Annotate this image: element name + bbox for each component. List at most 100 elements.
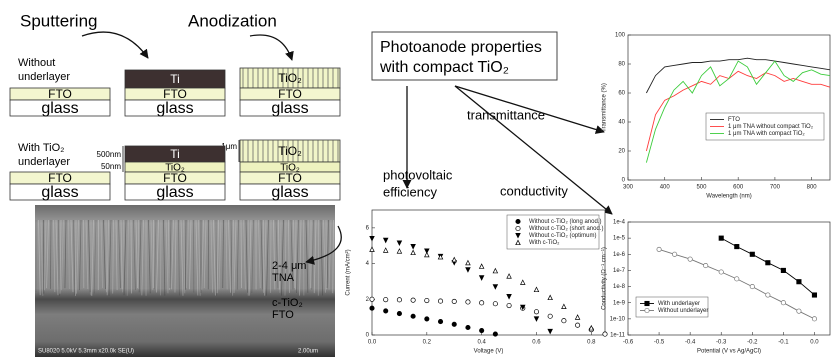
marker: [812, 293, 816, 297]
marker: [657, 247, 661, 251]
y-axis-label: Conductivity (Ω⁻¹ cm⁻¹): [602, 247, 608, 310]
y-tick-label: 1e-6: [613, 252, 626, 258]
marker: [562, 319, 566, 323]
layer-label: glass: [41, 100, 78, 117]
layer-label: glass: [271, 100, 308, 117]
y-tick-label: 4: [366, 261, 370, 267]
x-axis-label: Wavelength (nm): [706, 194, 751, 200]
x-tick-label: -0.2: [747, 340, 758, 346]
marker: [507, 303, 511, 307]
y-tick-label: 20: [618, 149, 625, 155]
layer-label: FTO: [163, 171, 187, 185]
sem-label: c-TiO₂: [272, 297, 303, 309]
marker: [425, 317, 429, 321]
layer-label: glass: [271, 184, 308, 201]
marker: [466, 325, 470, 329]
chart: 300400500600700800020406080100Wavelength…: [602, 33, 830, 200]
x-tick-label: 500: [696, 185, 707, 191]
marker: [735, 244, 739, 248]
layer-label: glass: [156, 100, 193, 117]
sem-texture: [106, 220, 107, 292]
y-tick-label: 1e-10: [610, 316, 626, 322]
x-tick-label: 0.0: [368, 340, 377, 346]
marker: [575, 323, 579, 327]
x-tick-label: 300: [623, 185, 634, 191]
x-tick-label: 0.0: [810, 340, 819, 346]
x-tick-label: 400: [660, 185, 671, 191]
y-tick-label: 60: [618, 91, 625, 97]
legend-label: Without underlayer: [658, 308, 708, 314]
x-tick-label: 700: [770, 185, 781, 191]
marker: [719, 236, 723, 240]
marker: [703, 263, 707, 267]
y-tick-label: 80: [618, 62, 625, 68]
marker: [370, 297, 374, 301]
marker: [797, 280, 801, 284]
layer-label: FTO: [48, 171, 72, 185]
step-label: Sputtering: [20, 11, 98, 30]
legend-label: 1 μm TNA without compact TiO₂: [728, 124, 814, 130]
marker: [411, 314, 415, 318]
y-tick-label: 0: [622, 178, 626, 184]
marker: [750, 284, 754, 288]
marker: [493, 332, 497, 336]
y-axis-label: Transmittance (%): [602, 83, 608, 132]
legend-label: 1 μm TNA with compact TiO₂: [728, 131, 805, 137]
marker: [781, 301, 785, 305]
x-tick-label: -0.4: [685, 340, 696, 346]
y-tick-label: 40: [618, 120, 625, 126]
y-tick-label: 2: [366, 297, 370, 303]
properties-title: with compact TiO₂: [379, 59, 509, 76]
process-arrow: [82, 32, 148, 58]
x-tick-label: -0.1: [778, 340, 789, 346]
chart: -0.6-0.5-0.4-0.3-0.2-0.10.01e-111e-101e-…: [602, 220, 830, 355]
layer-label: glass: [41, 184, 78, 201]
y-axis-label: Current (mA/cm²): [346, 249, 352, 295]
marker: [766, 261, 770, 265]
layer-label: TiO₂: [278, 71, 302, 85]
properties: Photoanode properties with compact TiO₂ …: [372, 32, 612, 214]
legend-marker: [516, 219, 520, 223]
legend-marker: [645, 301, 649, 305]
x-tick-label: -0.3: [716, 340, 727, 346]
sem-image: 2-4 μmTNAc-TiO₂FTOSU8020 5.0kV 5.3mm x20…: [35, 205, 341, 357]
marker: [397, 311, 401, 315]
legend-marker: [516, 226, 520, 230]
y-tick-label: 1e-9: [613, 300, 626, 306]
layer-label: glass: [156, 184, 193, 201]
layer-label: Ti: [170, 72, 180, 86]
layer-label: TiO₂: [278, 144, 302, 158]
marker: [672, 252, 676, 256]
y-tick-label: 1e-7: [613, 268, 626, 274]
marker: [781, 268, 785, 272]
marker: [384, 297, 388, 301]
figure: Sputtering Anodization Without underlaye…: [0, 0, 840, 357]
sem-caption: SU8020 5.0kV 5.3mm x20.0k SE(U): [38, 349, 134, 355]
layer-label: FTO: [278, 171, 302, 185]
sem-scale: 2.00um: [298, 349, 318, 355]
process-arrow: [250, 35, 292, 60]
sem-texture: [216, 220, 217, 296]
marker: [719, 270, 723, 274]
process-schematic: Sputtering Anodization Without underlaye…: [10, 11, 340, 201]
branch-label: photovoltaic: [383, 167, 453, 182]
marker: [812, 317, 816, 321]
x-tick-label: 600: [733, 185, 744, 191]
y-tick-label: 1e-5: [613, 236, 626, 242]
y-tick-label: 0: [366, 333, 370, 339]
marker: [534, 310, 538, 314]
sem-label: 2-4 μm: [272, 260, 306, 272]
marker: [750, 252, 754, 256]
legend-label: FTO: [728, 117, 740, 123]
marker: [735, 277, 739, 281]
marker: [479, 328, 483, 332]
layer-label: FTO: [278, 87, 302, 101]
marker: [438, 319, 442, 323]
row-label: underlayer: [18, 156, 70, 168]
row-label: Without: [18, 57, 55, 69]
legend-label: Without c-TiO₂ (optimum): [529, 233, 596, 239]
y-tick-label: 1e-8: [613, 284, 626, 290]
layer-label: FTO: [48, 87, 72, 101]
marker: [425, 298, 429, 302]
